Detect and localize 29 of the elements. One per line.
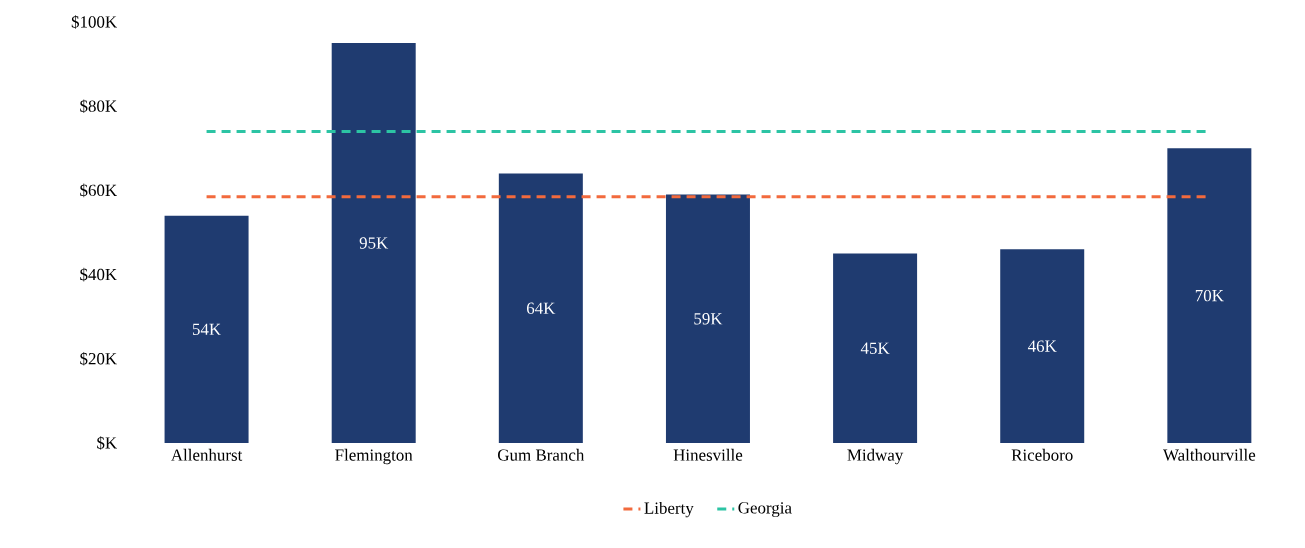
data-label: 59K: [694, 313, 723, 325]
y-tick-label: $60K: [80, 183, 117, 198]
y-tick-label: $40K: [80, 267, 117, 282]
legend-label: Liberty: [644, 501, 694, 518]
data-label: 54K: [192, 323, 221, 335]
data-label: 64K: [526, 302, 556, 314]
data-label: 45K: [860, 342, 890, 354]
x-tick-label: Riceboro: [1011, 448, 1073, 461]
data-label: 95K: [359, 237, 389, 249]
y-tick-label: $20K: [80, 352, 117, 366]
x-tick-label: Hinesville: [673, 448, 743, 461]
bar: [1167, 148, 1252, 443]
x-tick-label: Walthourville: [1163, 448, 1256, 461]
data-label: 46K: [1027, 340, 1057, 352]
y-tick-label: $K: [97, 436, 117, 450]
x-tick-label: Flemington: [335, 448, 413, 465]
bar: [498, 173, 583, 443]
legend-label: Georgia: [738, 502, 792, 518]
bar: [665, 194, 750, 443]
bar: [164, 215, 249, 443]
x-tick-label: Gum Branch: [498, 448, 585, 461]
bar: [833, 253, 918, 443]
data-label: 70K: [1195, 289, 1224, 302]
bar: [331, 43, 416, 443]
x-tick-label: Midway: [847, 448, 904, 465]
y-tick-label: $80K: [80, 99, 117, 113]
x-tick-label: Allenhurst: [170, 448, 243, 461]
bar: [1000, 249, 1085, 443]
y-tick-label: $100K: [71, 15, 117, 29]
